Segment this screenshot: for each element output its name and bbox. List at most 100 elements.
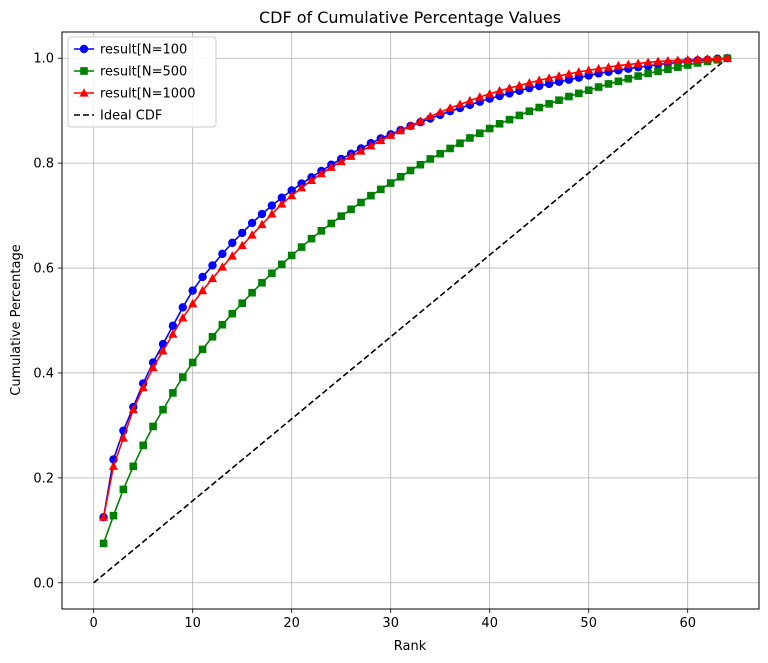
data-point — [98, 512, 109, 521]
data-point — [594, 63, 604, 73]
data-point — [247, 230, 257, 239]
data-point — [376, 185, 385, 194]
data-point — [218, 320, 227, 329]
legend-label: Ideal CDF — [100, 109, 162, 124]
data-point — [169, 389, 177, 397]
legend: result[N=100 result[N=500 result[N=1000 Ide… — [67, 36, 217, 128]
x-tick-label: 30 — [382, 616, 399, 631]
data-point — [218, 249, 227, 259]
data-point — [296, 182, 307, 192]
data-point — [544, 73, 554, 82]
data-point — [227, 251, 237, 260]
data-point — [198, 345, 207, 354]
data-point — [287, 251, 296, 260]
x-tick-label: 0 — [90, 616, 98, 631]
legend-item: result[N=1000 — [74, 87, 196, 102]
data-point — [188, 286, 197, 295]
data-point — [654, 67, 662, 76]
data-point — [505, 115, 514, 124]
data-point — [446, 144, 454, 153]
data-point — [544, 79, 554, 89]
data-point — [307, 234, 316, 243]
legend-label: result[N=1000 — [100, 87, 196, 102]
data-point — [554, 77, 564, 87]
data-point — [674, 63, 682, 71]
data-point — [238, 299, 246, 307]
legend-label: result[N=500 — [100, 65, 187, 80]
data-point — [504, 83, 515, 92]
data-point — [476, 129, 484, 138]
data-point — [277, 193, 286, 202]
data-point — [258, 278, 266, 287]
chart-title: CDF of Cumulative Percentage Values — [259, 8, 561, 27]
data-point — [435, 107, 445, 116]
data-point — [109, 511, 118, 520]
legend-item: result[N=100 — [74, 43, 187, 58]
data-point — [673, 55, 683, 64]
data-point — [535, 103, 544, 112]
data-point — [178, 303, 187, 312]
series-layer — [98, 53, 732, 548]
x-tick-label: 10 — [184, 616, 201, 631]
data-point — [159, 405, 167, 414]
data-point — [614, 77, 623, 86]
data-point — [396, 172, 405, 181]
legend-item: Ideal CDF — [74, 109, 162, 124]
data-point — [555, 96, 563, 104]
data-point — [128, 404, 138, 414]
y-tick-label: 0.8 — [33, 157, 54, 172]
data-point — [148, 362, 158, 372]
legend-marker — [79, 44, 89, 54]
data-point — [247, 218, 257, 228]
series-3 — [98, 53, 732, 521]
data-point — [248, 288, 256, 297]
data-point — [643, 57, 653, 67]
data-point — [108, 461, 119, 470]
data-point — [445, 103, 455, 112]
data-point — [316, 168, 326, 178]
data-point — [495, 85, 505, 95]
data-point — [386, 179, 395, 187]
data-point — [277, 260, 286, 269]
data-point — [139, 441, 147, 450]
data-point — [188, 298, 198, 308]
data-point — [664, 65, 672, 74]
data-point — [118, 433, 128, 442]
data-point — [356, 146, 366, 155]
data-point — [406, 166, 415, 175]
data-point — [545, 100, 553, 108]
data-point — [267, 209, 277, 218]
y-tick-label: 0.0 — [33, 576, 54, 591]
y-tick-label: 0.2 — [33, 471, 54, 486]
data-point — [168, 321, 178, 330]
legend-label: result[N=100 — [100, 43, 187, 58]
x-tick-label: 50 — [580, 616, 597, 631]
data-point — [722, 53, 732, 62]
data-point — [624, 74, 633, 83]
data-point — [277, 199, 287, 208]
y-axis-label: Cumulative Percentage — [9, 244, 24, 395]
data-point — [347, 205, 355, 214]
data-point — [603, 62, 614, 71]
data-point — [644, 69, 652, 78]
data-point — [268, 269, 276, 278]
data-point — [623, 59, 633, 69]
data-point — [237, 240, 247, 250]
data-point — [525, 107, 534, 116]
data-point — [405, 121, 416, 130]
data-point — [336, 156, 346, 166]
data-point — [436, 149, 445, 158]
data-point — [574, 73, 584, 82]
data-point — [346, 151, 356, 160]
data-point — [425, 111, 435, 121]
data-point — [129, 462, 138, 471]
data-point — [564, 75, 574, 84]
data-point — [663, 56, 673, 65]
data-point — [554, 71, 564, 80]
data-point — [594, 83, 603, 91]
data-point — [683, 61, 692, 69]
data-point — [376, 135, 386, 145]
data-point — [357, 198, 365, 207]
data-point — [564, 69, 574, 78]
data-point — [456, 139, 464, 148]
